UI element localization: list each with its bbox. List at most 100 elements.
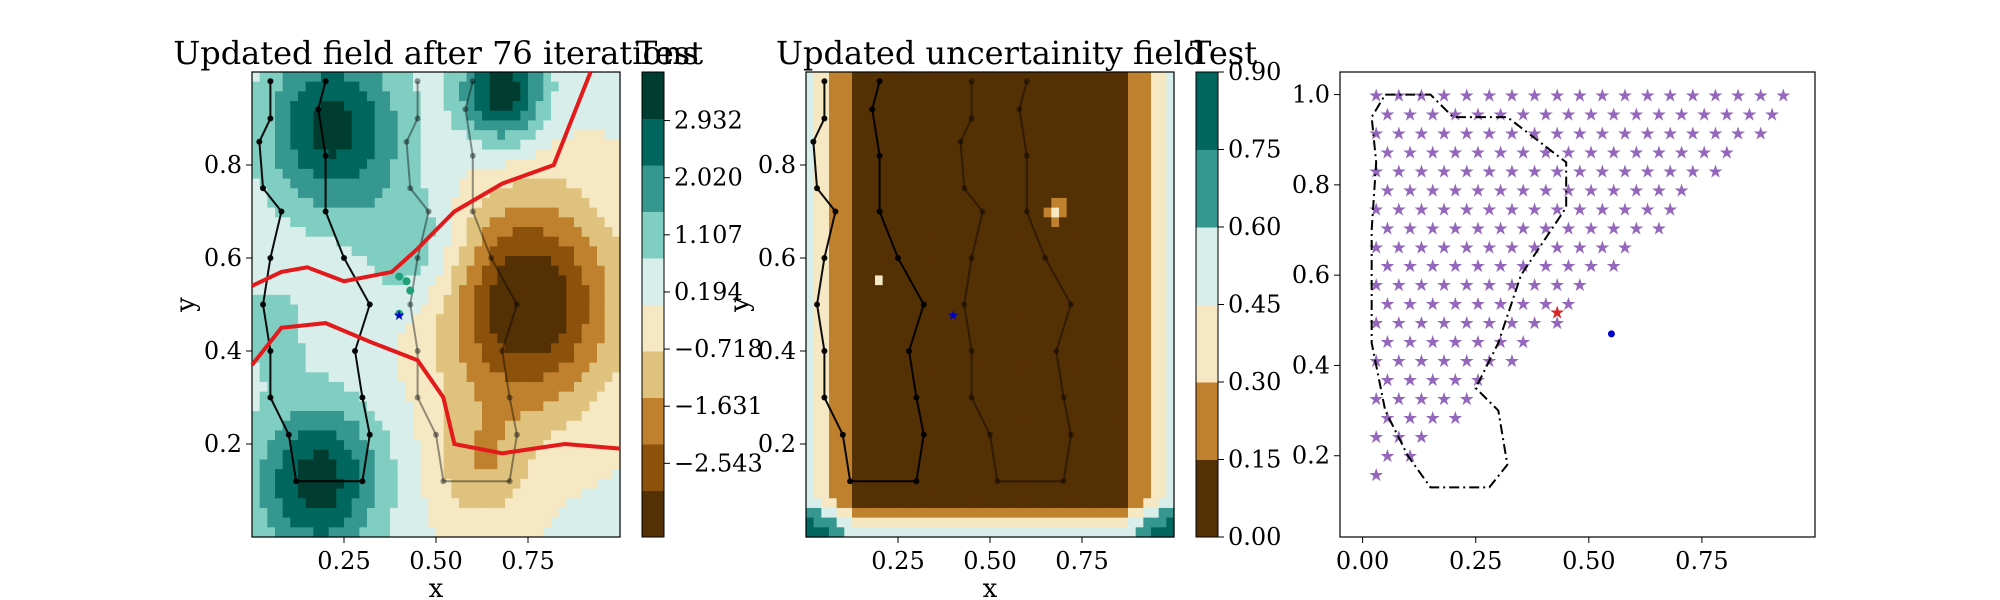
field-cell xyxy=(298,91,307,102)
field-cell xyxy=(974,382,983,393)
field-cell xyxy=(959,178,968,189)
field-cell xyxy=(821,178,830,189)
field-cell xyxy=(482,498,491,509)
field-cell xyxy=(806,275,815,286)
field-cell xyxy=(1020,149,1029,160)
field-cell xyxy=(1005,275,1014,286)
field-cell xyxy=(482,372,491,383)
field-cell xyxy=(252,217,261,228)
field-cell xyxy=(875,440,884,451)
field-cell xyxy=(604,197,613,209)
grid-star: ★ xyxy=(1481,123,1497,144)
field-cell xyxy=(428,236,437,247)
panel-title: Updated uncertainity field xyxy=(776,34,1204,72)
field-cell xyxy=(604,81,613,92)
field-cell xyxy=(275,372,284,383)
field-cell xyxy=(489,227,498,238)
field-cell xyxy=(551,101,560,112)
field-cell xyxy=(275,120,284,131)
x-tick-label: 0.75 xyxy=(1055,547,1108,575)
field-cell xyxy=(1059,168,1068,180)
field-cell xyxy=(1143,507,1152,519)
field-cell xyxy=(397,411,406,422)
field-cell xyxy=(982,488,991,499)
field-cell xyxy=(890,478,899,490)
field-cell xyxy=(844,420,853,432)
field-cell xyxy=(913,101,922,112)
field-cell xyxy=(967,91,976,102)
field-cell xyxy=(420,420,429,432)
field-cell xyxy=(821,382,830,393)
field-cell xyxy=(321,130,330,141)
field-cell xyxy=(829,362,838,373)
field-cell xyxy=(489,304,498,315)
field-cell xyxy=(1128,285,1137,296)
grid-star: ★ xyxy=(1606,180,1622,201)
field-cell xyxy=(405,478,414,490)
field-cell xyxy=(821,188,830,199)
field-cell xyxy=(867,178,876,189)
field-cell xyxy=(951,285,960,296)
field-cell xyxy=(982,507,991,519)
field-cell xyxy=(474,507,483,519)
field-cell xyxy=(1074,527,1083,538)
field-cell xyxy=(566,459,575,470)
field-cell xyxy=(497,91,506,102)
grid-star: ★ xyxy=(1560,180,1576,201)
field-cell xyxy=(505,517,514,528)
field-cell xyxy=(558,507,567,519)
field-cell xyxy=(612,401,621,412)
field-cell xyxy=(1158,188,1167,199)
field-cell xyxy=(413,217,422,228)
field-cell xyxy=(1089,101,1098,112)
field-cell xyxy=(305,227,314,238)
field-cell xyxy=(1097,236,1106,247)
field-cell xyxy=(443,120,452,131)
field-cell xyxy=(282,275,291,286)
field-cell xyxy=(1043,507,1052,519)
field-cell xyxy=(428,343,437,354)
field-cell xyxy=(1036,507,1045,519)
field-cell xyxy=(321,91,330,102)
field-cell xyxy=(821,197,830,209)
field-cell xyxy=(1043,159,1052,170)
field-cell xyxy=(390,168,399,180)
field-cell xyxy=(1120,314,1129,325)
field-cell xyxy=(829,81,838,92)
field-cell xyxy=(1158,149,1167,160)
field-cell xyxy=(1158,469,1167,480)
field-cell xyxy=(967,81,976,92)
field-cell xyxy=(566,236,575,247)
field-cell xyxy=(1089,207,1098,218)
field-cell xyxy=(1135,159,1144,170)
field-cell xyxy=(574,449,583,461)
field-cell xyxy=(1128,130,1137,141)
field-cell xyxy=(489,207,498,218)
field-cell xyxy=(1013,527,1022,538)
field-cell xyxy=(566,382,575,393)
field-cell xyxy=(1066,411,1075,422)
field-cell xyxy=(374,72,383,83)
field-cell xyxy=(1020,81,1029,92)
field-cell xyxy=(1089,168,1098,180)
field-cell xyxy=(1089,275,1098,286)
field-cell xyxy=(558,110,567,122)
field-cell xyxy=(1089,323,1098,335)
field-cell xyxy=(443,449,452,461)
field-cell xyxy=(466,478,475,490)
field-cell xyxy=(474,110,483,122)
grid-star: ★ xyxy=(1515,105,1531,126)
field-cell xyxy=(852,227,861,238)
field-cell xyxy=(574,217,583,228)
field-cell xyxy=(543,246,552,257)
field-cell xyxy=(1005,120,1014,131)
field-cell xyxy=(574,411,583,422)
field-cell xyxy=(298,430,307,441)
field-cell xyxy=(351,81,360,92)
field-cell xyxy=(967,217,976,228)
field-cell xyxy=(252,333,261,344)
field-cell xyxy=(420,411,429,422)
field-cell xyxy=(1082,314,1091,325)
field-cell xyxy=(844,401,853,412)
field-cell xyxy=(282,488,291,499)
